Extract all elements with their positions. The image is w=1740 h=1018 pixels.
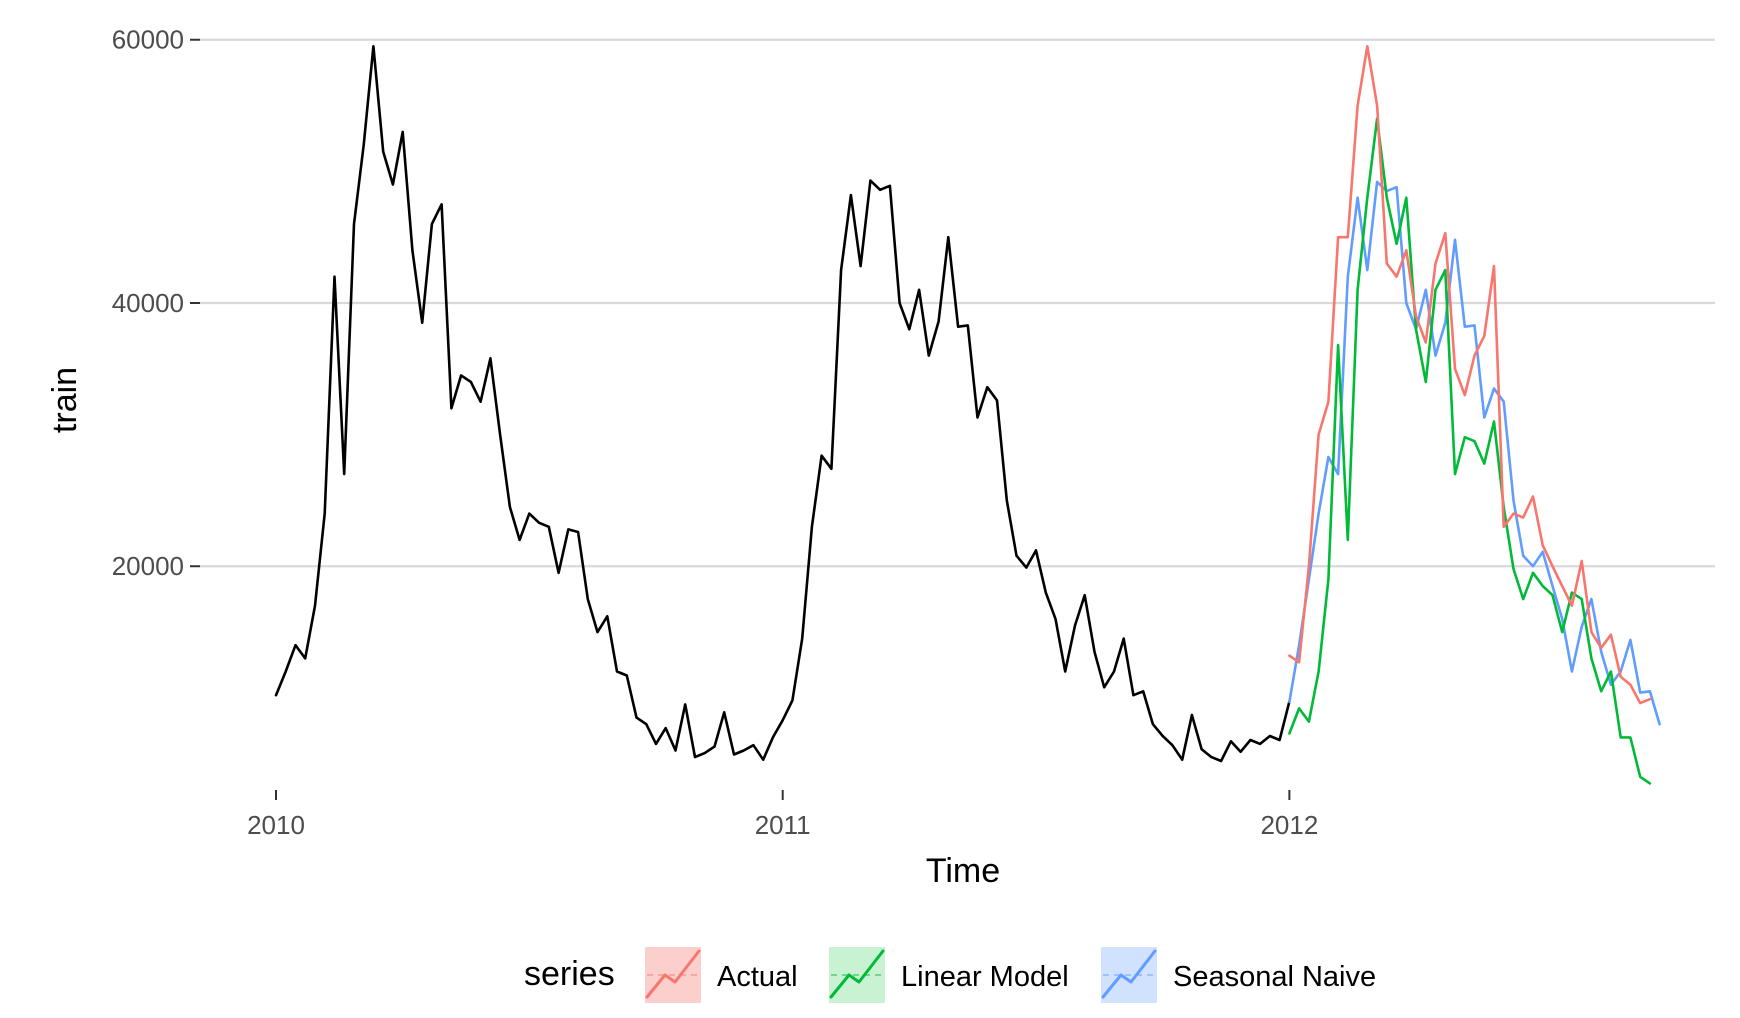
legend-key-line-actual: [645, 949, 701, 999]
legend-item-actual: Actual: [645, 947, 798, 1003]
x-axis-title: Time: [926, 852, 1000, 890]
legend: series Actual Linear Model Seasonal Naive: [524, 947, 1376, 1003]
series-lines: [274, 44, 1661, 785]
series-line-linear-model: [1288, 117, 1652, 785]
legend-item-seasonal-naive: Seasonal Naive: [1101, 947, 1376, 1003]
legend-title: series: [524, 955, 615, 993]
axes: Time train 20000 40000 60000 2010 2011 2012: [46, 25, 1318, 890]
series-line-train: [274, 44, 1291, 763]
legend-key-line-linear-model: [829, 949, 885, 999]
y-axis-title: train: [46, 367, 84, 433]
x-tick-label-2011: 2011: [755, 810, 811, 840]
legend-label-seasonal-naive: Seasonal Naive: [1173, 961, 1376, 993]
y-tick-label-20000: 20000: [112, 551, 184, 581]
legend-label-actual: Actual: [717, 961, 798, 993]
series-line-actual: [1288, 44, 1652, 705]
legend-label-linear-model: Linear Model: [901, 961, 1069, 993]
y-tick-label-40000: 40000: [112, 288, 184, 318]
x-tick-label-2010: 2010: [247, 810, 305, 840]
y-tick-label-60000: 60000: [112, 25, 184, 55]
legend-key-line-seasonal-naive: [1101, 949, 1157, 999]
series-line-seasonal-naive: [1288, 180, 1661, 726]
legend-item-linear-model: Linear Model: [829, 947, 1069, 1003]
x-tick-label-2012: 2012: [1260, 810, 1318, 840]
